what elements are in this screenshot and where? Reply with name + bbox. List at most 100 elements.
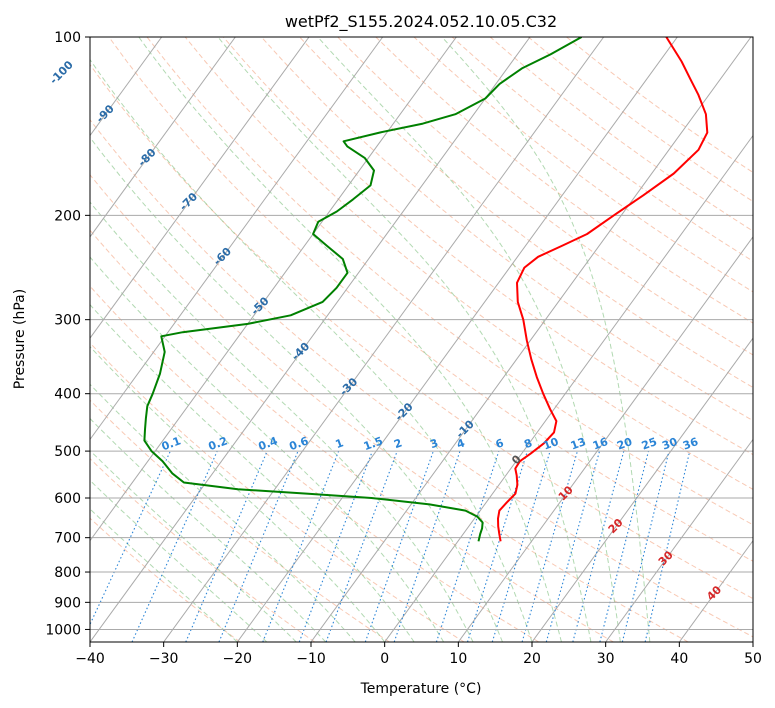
mixing-ratio-label: 1 (334, 436, 346, 451)
x-tick-label: −20 (223, 651, 253, 667)
dry-adiabat-line (90, 342, 465, 642)
moist-adiabat-line (138, 37, 562, 642)
mixing-ratio-label: 0.6 (287, 434, 310, 453)
x-tick-label: 20 (523, 651, 541, 667)
mixing-ratio-label: 36 (681, 435, 700, 453)
dry-adiabat-line (90, 517, 241, 642)
moist-adiabat-line (90, 58, 533, 642)
y-tick-label: 900 (54, 595, 81, 611)
mixing-ratio-line (393, 450, 461, 642)
moist-adiabat-line (90, 201, 474, 642)
dry-adiabat-line (184, 37, 753, 490)
mixing-ratio-label: 0.1 (160, 434, 183, 453)
isotherm-line (605, 438, 753, 642)
isotherm-line (90, 37, 457, 542)
mixing-ratio-label: 0.4 (257, 434, 280, 453)
x-tick-label: −10 (296, 651, 326, 667)
y-tick-label: 600 (54, 491, 81, 507)
moist-adiabat-line (90, 383, 356, 642)
mixing-ratio-line (521, 450, 578, 642)
mixing-ratio-line (435, 450, 500, 642)
y-tick-label: 1000 (45, 622, 81, 638)
mixing-ratio-line (545, 450, 601, 642)
mixing-ratio-label: 0.2 (207, 434, 230, 453)
x-tick-label: 0 (380, 651, 389, 667)
mixing-ratio-line (90, 450, 171, 626)
dry-adiabat-line (146, 37, 753, 526)
mixing-ratio-label: 1.5 (362, 434, 385, 453)
moist-adiabat-line (90, 417, 327, 642)
moist-adiabat-line (90, 449, 297, 642)
dry-adiabat-line (90, 285, 540, 642)
mixing-ratio-label: 6 (494, 436, 506, 451)
mixing-ratio-label: 4 (455, 436, 467, 451)
moist-adiabat-line (317, 37, 621, 642)
isotherm-line (163, 37, 605, 642)
mixing-ratio-line (491, 450, 551, 642)
y-tick-label: 100 (54, 30, 81, 46)
y-axis: 1000 900 800 700 600 500 400 300 200 100 (45, 30, 90, 638)
profile-lines (143, 37, 709, 542)
isotherm-label: -100 (47, 58, 76, 87)
mixing-ratio-label: 16 (591, 435, 610, 453)
x-tick-label: 40 (670, 651, 688, 667)
mixing-ratio-label: 10 (541, 435, 560, 453)
isotherm-line (457, 235, 753, 642)
x-axis-label: Temperature (°C) (360, 681, 482, 697)
pressure-gridlines (90, 37, 753, 630)
dry-adiabat-line (90, 458, 315, 642)
y-tick-label: 500 (54, 444, 81, 460)
moist-adiabat-line (90, 345, 386, 642)
mixing-ratio-label: 2 (392, 436, 404, 451)
mixing-ratio-line (621, 450, 670, 642)
x-tick-label: 10 (449, 651, 467, 667)
dry-adiabat-line (337, 37, 753, 356)
background-lines (90, 37, 753, 642)
plot-frame (89, 36, 754, 643)
mixing-ratio-label: 25 (640, 435, 659, 452)
chart-title: wetPf2_S155.2024.052.10.05.C32 (285, 12, 557, 32)
mixing-ratio-label: 8 (522, 436, 534, 451)
isotherm-line (310, 37, 752, 642)
mixing-ratio-label: 3 (428, 436, 440, 451)
isotherm-line (236, 37, 678, 642)
isotherm-line (90, 37, 310, 339)
y-tick-label: 300 (54, 313, 81, 329)
mixing-ratio-line (644, 450, 691, 642)
y-tick-label: 800 (54, 565, 81, 581)
y-tick-label: 200 (54, 208, 81, 224)
y-tick-label: 400 (54, 387, 81, 403)
moist-adiabat-line (217, 37, 592, 642)
x-axis: −40 −30 −20 −10 0 10 20 30 40 50 (75, 642, 762, 667)
mixing-ratio-line (218, 450, 299, 642)
moist-adiabat-line (441, 37, 651, 642)
x-tick-label: −30 (149, 651, 179, 667)
isotherm-line (90, 37, 531, 642)
moist-adiabat-line (90, 136, 503, 642)
isotherm-line (90, 37, 236, 238)
dry-adiabat-line (90, 174, 689, 642)
y-tick-label: 700 (54, 531, 81, 547)
dry-adiabat-line (90, 399, 390, 642)
dry-adiabat-line (90, 229, 614, 642)
mixing-ratio-label: 13 (569, 435, 588, 452)
mixing-ratio-line (572, 450, 625, 642)
mixing-ratio-line (131, 450, 218, 642)
mixing-ratio-line (599, 450, 650, 642)
mixing-ratio-line (364, 450, 434, 642)
isotherm-line (752, 641, 753, 642)
dry-adiabat-line (222, 37, 753, 456)
isotherm-line (531, 337, 753, 642)
x-tick-label: −40 (75, 651, 105, 667)
mixing-ratio-label: 20 (615, 435, 634, 453)
mixing-ratio-line (466, 450, 528, 642)
x-tick-label: 30 (597, 651, 615, 667)
dry-adiabat-line (108, 37, 753, 562)
mixing-ratio-line (185, 450, 268, 642)
profile-line (497, 37, 709, 542)
dry-adiabat-line (375, 37, 753, 324)
isotherm-line (384, 134, 753, 642)
profile-line (143, 37, 583, 542)
moist-adiabat-line (90, 256, 445, 642)
